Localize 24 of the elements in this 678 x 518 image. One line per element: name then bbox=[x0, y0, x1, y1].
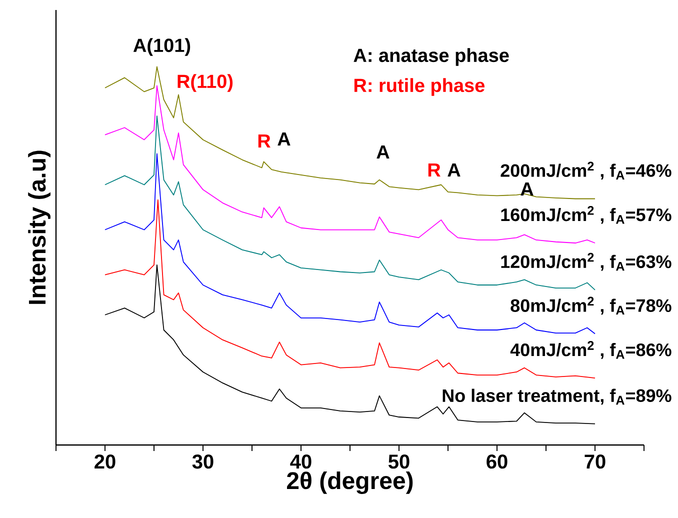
series-label: 80mJ/cm$^{2}$ , f$_{A}$=78% bbox=[510, 296, 672, 315]
series-label: 200mJ/cm$^{2}$ , f$_{A}$=46% bbox=[500, 162, 672, 180]
annotation: R bbox=[258, 134, 270, 148]
text: A: anatase phase bbox=[354, 48, 509, 66]
text: A(101) bbox=[133, 38, 190, 56]
x-tick-label: 20 bbox=[94, 454, 116, 469]
series-label: 160mJ/cm$^{2}$ , f$_{A}$=57% bbox=[501, 206, 672, 224]
annotation: R(110) bbox=[178, 74, 233, 92]
annotation: A bbox=[376, 145, 390, 159]
x-tick-label: 40 bbox=[290, 454, 312, 469]
series-label: 40mJ/cm$^{2}$ , f$_{A}$=86% bbox=[510, 341, 672, 359]
annotation: A bbox=[448, 163, 460, 177]
series-label: 120mJ/cm$^{2}$ , f$_{A}$=63% bbox=[501, 252, 672, 271]
x-tick-label: 70 bbox=[584, 454, 606, 469]
annotation: A bbox=[520, 182, 534, 196]
annotation: A bbox=[278, 132, 290, 146]
annotation: R bbox=[428, 163, 440, 177]
x-axis-title: 2θ (degree) bbox=[286, 472, 413, 494]
series-label: No laser treatment, f$_{A}$=89% bbox=[442, 388, 672, 405]
y-axis-title: Intensity (a.u) bbox=[28, 150, 50, 304]
annotation: R: rutile phase bbox=[354, 78, 485, 96]
x-tick-label: 50 bbox=[388, 454, 410, 469]
x-tick-label: 30 bbox=[192, 454, 214, 469]
x-tick-label: 60 bbox=[486, 454, 508, 469]
